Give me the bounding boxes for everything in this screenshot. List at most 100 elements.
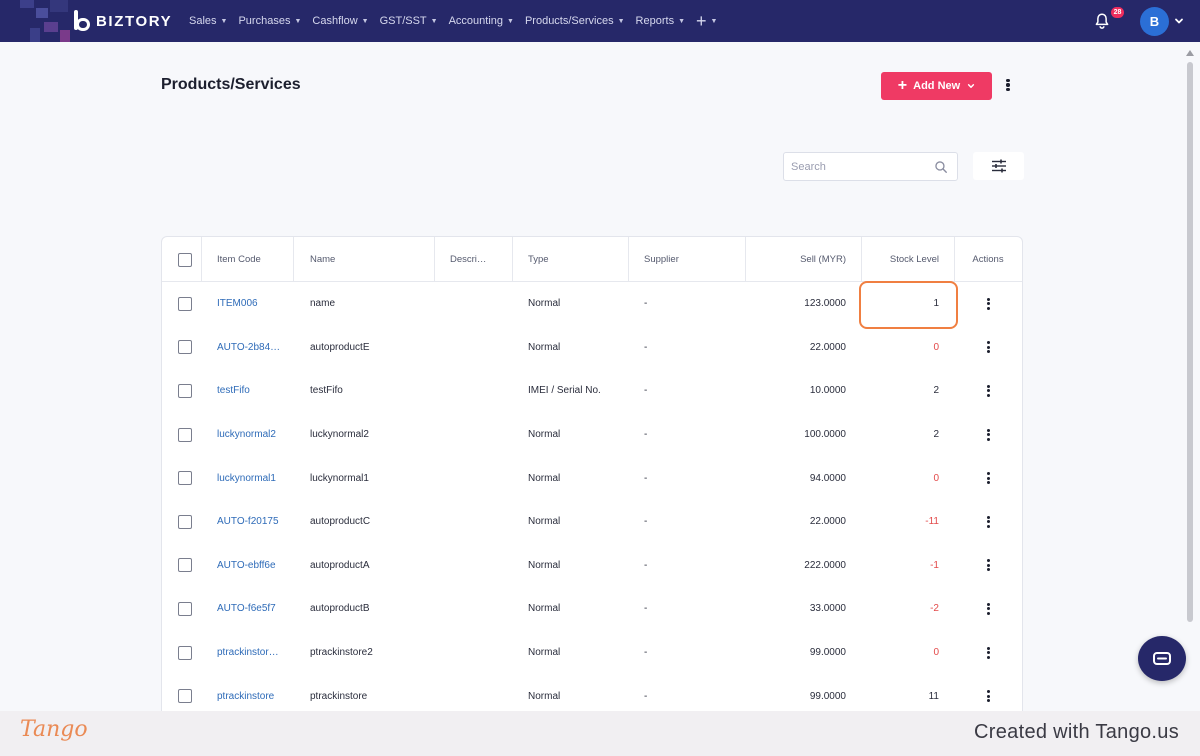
table-row[interactable]: ptrackinstor… ptrackinstore2 Normal - 99.000… <box>162 631 1022 675</box>
table-row[interactable]: AUTO-f20175 autoproductC Normal - 22.0000 -11 <box>162 500 1022 544</box>
tango-footer: Tango Created with Tango.us <box>0 711 1200 756</box>
column-header-supplier[interactable]: Supplier <box>644 254 679 265</box>
caret-down-icon: ▼ <box>430 17 438 25</box>
item-supplier: - <box>644 516 648 528</box>
bell-icon[interactable] <box>1093 12 1111 30</box>
scrollbar-thumb[interactable] <box>1187 62 1193 622</box>
table-row[interactable]: ptrackinstore ptrackinstore Normal - 99.0000… <box>162 674 1022 718</box>
row-checkbox[interactable] <box>178 689 192 704</box>
nav-cashflow-label: Cashflow <box>312 15 358 27</box>
more-vertical-icon[interactable] <box>983 689 993 703</box>
item-code-link[interactable]: AUTO-f20175 <box>217 516 279 528</box>
nav-sales[interactable]: Sales ▼ <box>189 15 227 27</box>
nav-cashflow[interactable]: Cashflow ▼ <box>312 15 368 27</box>
nav-gst-sst[interactable]: GST/SST ▼ <box>380 15 438 27</box>
row-checkbox[interactable] <box>178 558 192 573</box>
column-header-type[interactable]: Type <box>528 254 549 265</box>
column-header-stock-level[interactable]: Stock Level <box>889 254 939 265</box>
select-all-cell <box>178 237 198 282</box>
table-row[interactable]: AUTO-ebff6e autoproductA Normal - 222.0000 -1 <box>162 544 1022 588</box>
item-name: autoproductA <box>310 559 370 571</box>
item-sell-price: 99.0000 <box>809 690 846 702</box>
more-vertical-icon[interactable] <box>983 340 993 354</box>
row-actions-cell <box>960 587 1016 631</box>
row-checkbox[interactable] <box>178 601 192 616</box>
item-code-link[interactable]: luckynormal1 <box>217 472 276 484</box>
caret-down-icon: ▼ <box>678 17 686 25</box>
nav-quick-add[interactable]: + ▼ <box>696 12 717 30</box>
nav-gst-sst-label: GST/SST <box>379 15 427 27</box>
search-input[interactable] <box>784 153 924 180</box>
item-code-link[interactable]: testFifo <box>217 385 250 397</box>
plus-icon: + <box>897 77 908 94</box>
item-code-link[interactable]: AUTO-2b84… <box>217 341 281 353</box>
table-row[interactable]: ITEM006 name Normal - 123.0000 1 <box>162 282 1022 326</box>
row-checkbox[interactable] <box>178 427 192 442</box>
row-select-cell <box>178 326 198 370</box>
add-new-label: Add New <box>913 80 961 92</box>
row-checkbox[interactable] <box>178 514 192 529</box>
table-row[interactable]: luckynormal2 luckynormal2 Normal - 100.0000 2 <box>162 413 1022 457</box>
row-actions-cell <box>960 631 1016 675</box>
nav-products-services[interactable]: Products/Services ▼ <box>525 15 625 27</box>
brand-name: BIZTORY <box>96 12 173 30</box>
table-row[interactable]: AUTO-2b84… autoproductE Normal - 22.0000 0 <box>162 326 1022 370</box>
item-stock-level: -2 <box>930 603 939 615</box>
item-supplier: - <box>644 429 648 441</box>
chevron-down-icon[interactable] <box>1174 16 1184 26</box>
more-vertical-icon[interactable] <box>983 471 993 485</box>
avatar-initial: B <box>1149 14 1160 29</box>
main-menu: Sales ▼ Purchases ▼ Cashflow ▼ GST/SST ▼ Acc… <box>189 0 728 42</box>
nav-reports[interactable]: Reports ▼ <box>636 15 685 27</box>
column-header-description[interactable]: Descri… <box>450 254 487 265</box>
more-vertical-icon[interactable] <box>983 646 993 660</box>
row-checkbox[interactable] <box>178 340 192 355</box>
table-row[interactable]: luckynormal1 luckynormal1 Normal - 94.0000 0 <box>162 456 1022 500</box>
chat-support-button[interactable] <box>1138 636 1186 681</box>
more-vertical-icon[interactable] <box>983 384 993 398</box>
item-supplier: - <box>644 647 648 659</box>
more-options-button[interactable] <box>1001 76 1015 94</box>
item-supplier: - <box>644 298 648 310</box>
item-stock-level: 1 <box>933 298 939 310</box>
add-new-button[interactable]: + Add New <box>881 72 992 100</box>
table-row[interactable]: testFifo testFifo IMEI / Serial No. - 10.000… <box>162 369 1022 413</box>
select-all-checkbox[interactable] <box>178 252 192 267</box>
table-row[interactable]: AUTO-f6e5f7 autoproductB Normal - 33.0000 -2 <box>162 587 1022 631</box>
more-vertical-icon[interactable] <box>983 297 993 311</box>
row-checkbox[interactable] <box>178 383 192 398</box>
nav-accounting[interactable]: Accounting ▼ <box>449 15 514 27</box>
item-code-link[interactable]: AUTO-f6e5f7 <box>217 603 276 615</box>
more-vertical-icon[interactable] <box>983 602 993 616</box>
nav-purchases[interactable]: Purchases ▼ <box>238 15 301 27</box>
item-sell-price: 22.0000 <box>809 341 846 353</box>
page-scrollbar[interactable] <box>1186 48 1194 628</box>
filter-button[interactable] <box>973 152 1024 180</box>
biztory-logo[interactable]: BIZTORY <box>72 10 172 32</box>
notification-badge: 28 <box>1111 7 1124 18</box>
item-code-link[interactable]: luckynormal2 <box>217 429 276 441</box>
more-vertical-icon[interactable] <box>983 558 993 572</box>
row-checkbox[interactable] <box>178 296 192 311</box>
column-header-name[interactable]: Name <box>310 254 336 265</box>
column-header-item-code[interactable]: Item Code <box>217 254 261 265</box>
item-code-link[interactable]: ITEM006 <box>217 298 258 310</box>
item-code-link[interactable]: ptrackinstore <box>217 690 275 702</box>
search-icon[interactable] <box>934 160 948 174</box>
page-title: Products/Services <box>161 76 301 93</box>
scroll-up-arrow-icon[interactable] <box>1186 50 1194 56</box>
more-vertical-icon[interactable] <box>983 428 993 442</box>
item-code-link[interactable]: AUTO-ebff6e <box>217 559 276 571</box>
item-code-link[interactable]: ptrackinstor… <box>217 647 279 659</box>
plus-icon: + <box>696 11 707 31</box>
item-name: ptrackinstore <box>310 690 368 702</box>
more-vertical-icon[interactable] <box>983 515 993 529</box>
item-stock-level: 0 <box>933 647 939 659</box>
item-supplier: - <box>644 559 648 571</box>
row-checkbox[interactable] <box>178 471 192 486</box>
item-name: name <box>310 298 336 310</box>
row-select-cell <box>178 413 198 457</box>
row-checkbox[interactable] <box>178 645 192 660</box>
column-header-sell[interactable]: Sell (MYR) <box>800 254 846 265</box>
avatar[interactable]: B <box>1140 7 1169 36</box>
